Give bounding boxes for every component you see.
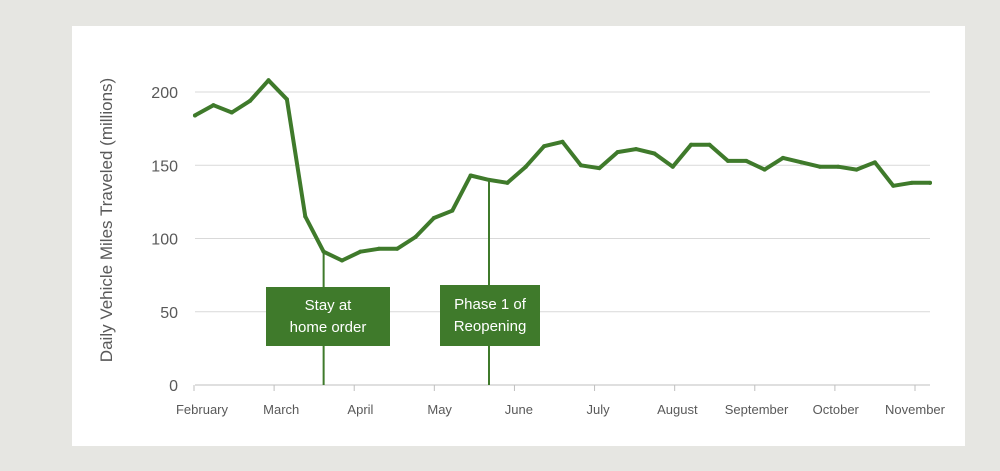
data-point xyxy=(799,160,804,165)
data-point xyxy=(487,177,491,182)
data-point xyxy=(229,110,234,115)
data-point xyxy=(193,113,197,118)
y-tick-label: 150 xyxy=(151,158,178,175)
annotation-lines xyxy=(322,179,490,385)
data-point xyxy=(542,144,547,149)
data-point xyxy=(615,150,620,155)
data-point xyxy=(321,249,326,254)
data-point xyxy=(340,258,344,263)
y-tick-label: 200 xyxy=(151,85,178,102)
data-point xyxy=(781,155,785,160)
x-tick-label: November xyxy=(885,402,946,417)
data-point xyxy=(505,180,510,185)
data-point xyxy=(248,98,253,103)
data-point xyxy=(284,97,289,102)
data-point xyxy=(303,214,308,219)
data-point xyxy=(560,139,565,144)
y-tick-label: 0 xyxy=(169,378,178,395)
data-point xyxy=(634,147,638,152)
data-point xyxy=(266,78,271,83)
x-tick-label: April xyxy=(347,402,373,417)
x-tick-label: June xyxy=(505,402,533,417)
x-tick-label: February xyxy=(176,402,229,417)
series-line-vmt xyxy=(193,78,932,263)
data-point xyxy=(395,246,400,251)
annotation-stay-at-home: Stay at home order xyxy=(266,287,390,346)
data-point xyxy=(725,158,730,163)
data-point xyxy=(928,180,932,185)
y-axis-label: Daily Vehicle Miles Traveled (millions) xyxy=(97,78,116,362)
data-point xyxy=(211,103,216,108)
annotation-stay-at-home-line-2: home order xyxy=(289,318,367,336)
data-point xyxy=(909,180,914,185)
annotation-phase-1-line-1: Phase 1 of xyxy=(454,295,526,313)
data-point xyxy=(652,151,657,156)
data-point xyxy=(597,166,602,171)
y-tick-label: 50 xyxy=(160,305,178,322)
annotation-stay-at-home-line-1: Stay at xyxy=(304,296,352,314)
axis-labels: 0 50 100 150 200 February March April May June Jul… xyxy=(151,85,945,417)
data-point xyxy=(413,235,418,240)
series-layer xyxy=(193,78,932,263)
data-point xyxy=(376,246,381,251)
data-point xyxy=(854,167,859,172)
x-tick-label: September xyxy=(725,402,789,417)
data-point xyxy=(578,163,583,168)
x-tick-label: July xyxy=(587,402,611,417)
x-tick-label: March xyxy=(263,402,299,417)
data-point xyxy=(689,142,694,147)
data-point xyxy=(670,164,675,169)
x-tick-label: May xyxy=(427,402,452,417)
data-point xyxy=(762,167,767,172)
gridlines xyxy=(195,91,930,313)
data-point xyxy=(744,158,749,163)
data-point xyxy=(431,215,436,220)
y-tick-label: 100 xyxy=(151,232,178,249)
data-point xyxy=(891,183,896,188)
data-point xyxy=(468,173,473,178)
x-tick-label: August xyxy=(657,402,698,417)
annotation-phase-1-reopening: Phase 1 of Reopening xyxy=(440,285,540,346)
chart-panel xyxy=(72,26,965,446)
data-point xyxy=(836,164,841,169)
data-point xyxy=(707,142,712,147)
data-point xyxy=(817,164,822,169)
axes xyxy=(193,384,930,391)
data-point xyxy=(523,164,528,169)
data-point xyxy=(872,160,877,165)
annotation-phase-1-line-2: Reopening xyxy=(453,317,527,335)
x-tick-label: October xyxy=(813,402,860,417)
data-point xyxy=(358,249,363,254)
data-point xyxy=(450,208,455,213)
